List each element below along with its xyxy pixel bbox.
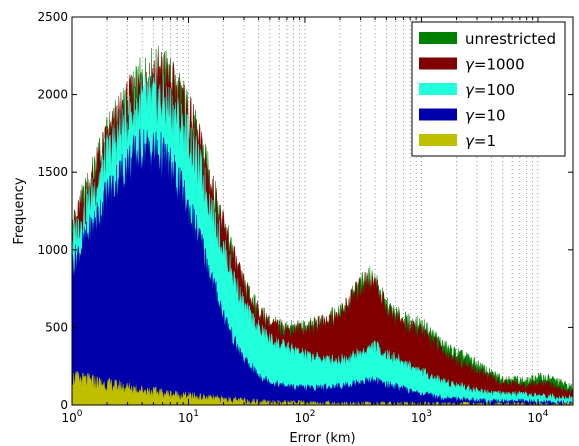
legend-swatch bbox=[419, 83, 457, 95]
legend-label: γ=10 bbox=[465, 107, 506, 125]
series-area--1 bbox=[71, 371, 574, 406]
y-tick-label: 2000 bbox=[37, 88, 68, 102]
x-tick-label: 104 bbox=[527, 409, 548, 425]
legend-label: γ=100 bbox=[465, 81, 515, 99]
y-axis-label: Frequency bbox=[12, 177, 27, 244]
y-tick-label: 1000 bbox=[37, 243, 68, 257]
x-tick-label: 101 bbox=[178, 409, 199, 425]
y-tick-label: 0 bbox=[60, 398, 68, 412]
series-areas bbox=[71, 45, 574, 406]
y-tick-label: 500 bbox=[45, 320, 68, 334]
legend-label: γ=1000 bbox=[465, 56, 525, 74]
legend-swatch bbox=[419, 57, 457, 70]
legend-swatch bbox=[419, 134, 457, 146]
series-area--10 bbox=[71, 128, 574, 406]
x-tick-label: 100 bbox=[61, 409, 82, 425]
plot-frame bbox=[71, 16, 574, 406]
legend-swatch bbox=[419, 108, 457, 121]
x-axis-label: Error (km) bbox=[289, 431, 355, 446]
legend: unrestricted γ=1000 γ=100 γ=10 γ=1 bbox=[411, 21, 566, 157]
legend-swatch bbox=[419, 32, 457, 44]
legend-label: unrestricted bbox=[465, 30, 556, 48]
y-tick-label: 1500 bbox=[37, 165, 68, 179]
x-tick-label: 102 bbox=[294, 409, 315, 425]
legend-label: γ=1 bbox=[465, 132, 496, 150]
y-tick-label: 2500 bbox=[37, 10, 68, 24]
axis-ticks: 0 500 1000 1500 2000 2500 100 101 102 103 104 bbox=[37, 10, 574, 425]
x-tick-label: 103 bbox=[411, 409, 432, 425]
